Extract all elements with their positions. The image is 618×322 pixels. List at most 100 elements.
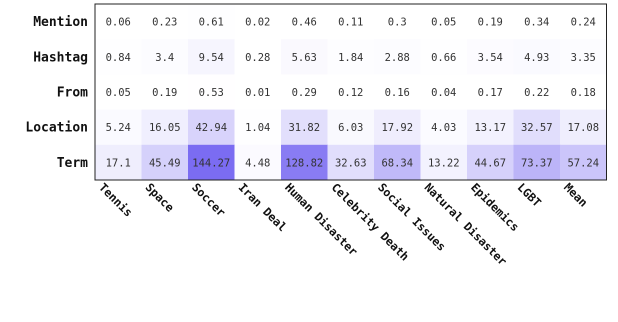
heatmap-cell-from-natural-disaster [420, 74, 468, 110]
heatmap-cell-from-lgbt [513, 74, 561, 110]
cell-value-label: 1.84 [338, 52, 363, 64]
cell-value-label: 1.04 [245, 122, 270, 134]
cell-value-label: 68.34 [381, 157, 413, 169]
column-label-celebrity-death: Celebrity Death [329, 180, 412, 263]
cell-value-label: 0.53 [199, 87, 224, 99]
row-label-hashtag: Hashtag [33, 50, 88, 65]
heatmap-cell-mention-mean [560, 4, 607, 40]
heatmap-cells: 0.06 0.23 0.61 0.02 0.46 0.11 0.3 0.05 0.19 0.34 0… [95, 4, 607, 181]
cell-value-label: 5.24 [106, 122, 131, 134]
cell-value-label: 0.06 [106, 17, 131, 29]
heatmap-cell-hashtag-mean [560, 39, 607, 75]
cell-value-label: 44.67 [474, 157, 506, 169]
heatmap-cell-mention-epidemics [467, 4, 514, 40]
heatmap-cell-hashtag-lgbt [513, 39, 561, 75]
heatmap-cell-from-epidemics [467, 74, 514, 110]
cell-value-label: 31.82 [288, 122, 320, 134]
cell-value-label: 17.08 [567, 122, 599, 134]
heatmap-cell-location-natural-disaster [420, 109, 468, 146]
heatmap-cell-term-lgbt [513, 144, 561, 181]
cell-value-label: 57.24 [567, 157, 599, 169]
heatmap-cell-term-tennis [95, 144, 142, 181]
cell-value-label: 0.01 [245, 87, 270, 99]
row-label-term: Term [57, 156, 88, 171]
heatmap-cell-from-human-disaster [281, 74, 328, 110]
cell-value-label: 0.19 [152, 87, 177, 99]
cell-value-label: 32.57 [521, 122, 553, 134]
heatmap-cell-location-celebrity-death [327, 109, 375, 146]
heatmap-cell-term-iran-deal [234, 144, 282, 181]
cell-value-label: 5.63 [292, 52, 317, 64]
cell-value-label: 144.27 [192, 157, 230, 169]
heatmap-cell-from-tennis [95, 74, 142, 110]
heatmap-cell-from-iran-deal [234, 74, 282, 110]
heatmap-cell-hashtag-tennis [95, 39, 142, 75]
cell-value-label: 0.05 [106, 87, 131, 99]
cell-value-label: 13.17 [474, 122, 506, 134]
heatmap-cell-term-mean [560, 144, 607, 181]
cell-value-label: 128.82 [285, 157, 323, 169]
cell-value-label: 0.12 [338, 87, 363, 99]
heatmap-cell-term-space [141, 144, 189, 181]
heatmap-cell-from-celebrity-death [327, 74, 375, 110]
row-labels: Mention Hashtag From Location Term [25, 15, 88, 171]
cell-value-label: 0.3 [388, 17, 407, 29]
heatmap-cell-mention-iran-deal [234, 4, 282, 40]
cell-value-label: 0.23 [152, 17, 177, 29]
cell-value-label: 9.54 [199, 52, 224, 64]
heatmap-cell-hashtag-human-disaster [281, 39, 328, 75]
heatmap-cell-term-celebrity-death [327, 144, 375, 181]
cell-value-label: 0.02 [245, 17, 270, 29]
heatmap-cell-from-social-issues [374, 74, 421, 110]
cell-value-label: 3.4 [155, 52, 174, 64]
cell-value-label: 17.92 [381, 122, 413, 134]
heatmap-cell-term-soccer [188, 144, 235, 181]
heatmap-cell-hashtag-celebrity-death [327, 39, 375, 75]
cell-value-label: 0.24 [571, 17, 596, 29]
heatmap-cell-hashtag-social-issues [374, 39, 421, 75]
cell-value-label: 0.61 [199, 17, 224, 29]
row-label-location: Location [25, 121, 88, 136]
cell-value-label: 0.16 [385, 87, 410, 99]
cell-value-label: 3.35 [571, 52, 596, 64]
cell-value-label: 16.05 [149, 122, 181, 134]
cell-value-label: 0.11 [338, 17, 363, 29]
cell-value-label: 17.1 [106, 157, 131, 169]
heatmap-cell-location-space [141, 109, 189, 146]
cell-value-label: 0.22 [524, 87, 549, 99]
column-label-mean: Mean [561, 180, 591, 210]
cell-value-label: 4.93 [524, 52, 549, 64]
cell-value-label: 42.94 [195, 122, 227, 134]
cell-value-label: 2.88 [385, 52, 410, 64]
cell-value-label: 3.54 [478, 52, 503, 64]
heatmap-cell-location-human-disaster [281, 109, 328, 146]
heatmap-cell-from-space [141, 74, 189, 110]
cell-value-label: 32.63 [335, 157, 367, 169]
heatmap-cell-mention-tennis [95, 4, 142, 40]
heatmap-cell-term-natural-disaster [420, 144, 468, 181]
cell-value-label: 0.05 [431, 17, 456, 29]
cell-value-label: 0.66 [431, 52, 456, 64]
cell-value-label: 6.03 [338, 122, 363, 134]
cell-value-label: 0.84 [106, 52, 131, 64]
heatmap-cell-location-social-issues [374, 109, 421, 146]
heatmap-cell-term-epidemics [467, 144, 514, 181]
heatmap-cell-hashtag-natural-disaster [420, 39, 468, 75]
cell-value-label: 73.37 [521, 157, 553, 169]
column-label-iran-deal: Iran Deal [236, 180, 290, 234]
cell-value-label: 0.17 [478, 87, 503, 99]
column-label-lgbt: LGBT [515, 180, 545, 210]
heatmap-cell-location-mean [560, 109, 607, 146]
cell-value-label: 0.46 [292, 17, 317, 29]
row-label-mention: Mention [33, 15, 88, 30]
heatmap-cell-mention-space [141, 4, 189, 40]
heatmap-cell-term-social-issues [374, 144, 421, 181]
heatmap-border [94, 3, 607, 181]
cell-value-label: 4.48 [245, 157, 270, 169]
cell-value-label: 0.28 [245, 52, 270, 64]
heatmap-cell-mention-social-issues [374, 4, 421, 40]
heatmap-cell-hashtag-soccer [188, 39, 235, 75]
cell-value-label: 4.03 [431, 122, 456, 134]
heatmap-cell-mention-human-disaster [281, 4, 328, 40]
